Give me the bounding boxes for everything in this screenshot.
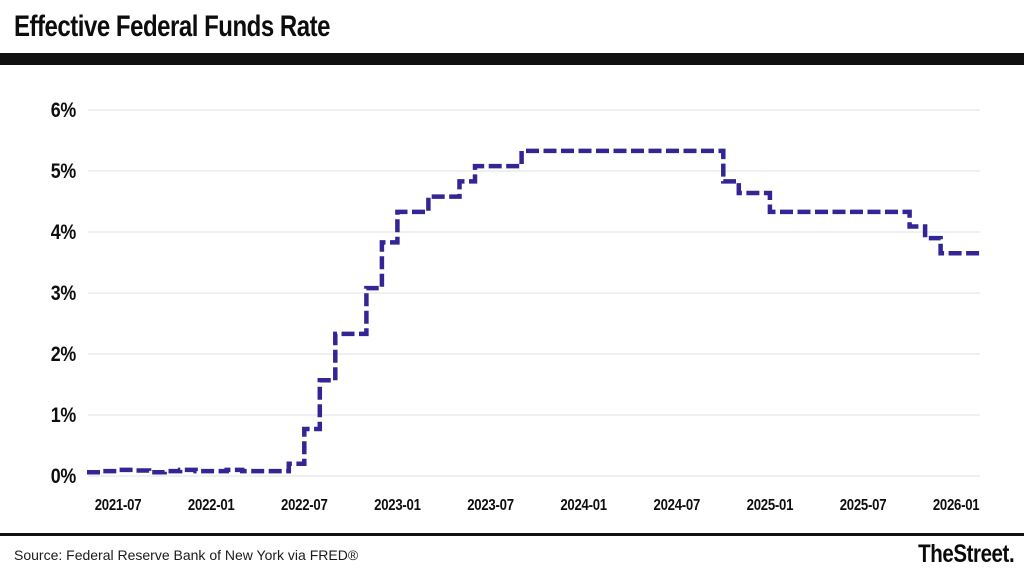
rate-line <box>87 148 982 475</box>
x-axis-tick-label: 2023-01 <box>374 497 421 514</box>
x-axis-tick-label: 2025-01 <box>747 497 794 514</box>
x-axis-tick-label: 2022-01 <box>188 497 235 514</box>
footer-rule <box>0 533 1024 536</box>
x-axis-tick-label: 2022-07 <box>281 497 328 514</box>
brand-logo: TheStreet. <box>917 540 1015 568</box>
y-axis-tick-label: 2% <box>51 343 76 367</box>
y-axis-tick-label: 1% <box>51 404 76 428</box>
y-axis-tick-label: 6% <box>51 99 76 123</box>
y-axis-tick-label: 4% <box>51 221 76 245</box>
x-axis-tick-label: 2025-07 <box>840 497 887 514</box>
x-axis-tick-label: 2021-07 <box>95 497 142 514</box>
x-axis-tick-label: 2024-07 <box>654 497 701 514</box>
x-axis-tick-label: 2026-01 <box>933 497 980 514</box>
x-axis-tick-label: 2023-07 <box>467 497 514 514</box>
y-axis-tick-label: 5% <box>51 160 76 184</box>
x-axis-tick-label: 2024-01 <box>560 497 607 514</box>
y-axis-tick-label: 0% <box>51 465 76 489</box>
y-axis-tick-label: 3% <box>51 282 76 306</box>
page-title: Effective Federal Funds Rate <box>14 10 330 43</box>
header-rule <box>0 53 1024 65</box>
source-credit: Source: Federal Reserve Bank of New York… <box>14 547 359 563</box>
